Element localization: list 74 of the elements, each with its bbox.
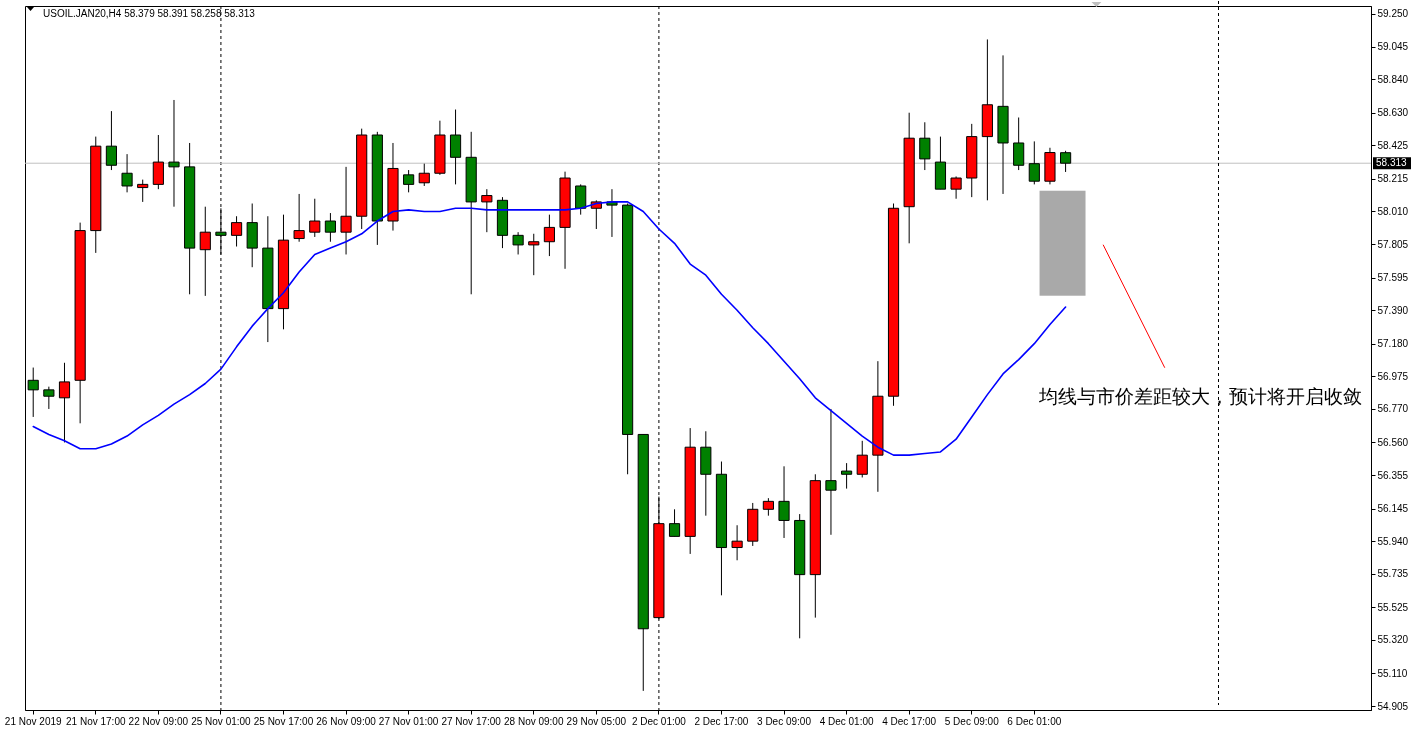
candlestick: [919, 121, 931, 171]
x-tick-label: 25 Nov 17:00: [253, 715, 314, 727]
chart-title: USOIL.JAN20,H4 58.379 58.391 58.258 58.313: [43, 7, 256, 19]
candlestick: [528, 233, 540, 276]
candlestick: [293, 193, 305, 243]
candlestick: [403, 169, 415, 193]
candlestick: [309, 198, 321, 238]
x-tick-label: 3 Dec 09:00: [757, 715, 812, 727]
candlestick: [778, 465, 790, 539]
x-tick-label: 27 Nov 01:00: [378, 715, 439, 727]
x-tick-label: 5 Dec 09:00: [944, 715, 1000, 727]
candlestick: [1060, 150, 1072, 173]
candlestick: [121, 153, 133, 193]
x-tick-label: 2 Dec 17:00: [694, 715, 749, 727]
y-tick-label: 58.630: [1377, 107, 1409, 119]
y-tick-label: 57.180: [1377, 338, 1409, 350]
x-tick-label: 4 Dec 01:00: [819, 715, 874, 727]
y-tick-label: 55.940: [1377, 535, 1409, 547]
y-tick-label: 59.045: [1377, 41, 1409, 53]
candlestick: [152, 134, 164, 190]
y-tick-label: 55.110: [1377, 667, 1408, 679]
candlestick: [43, 386, 55, 410]
y-tick-label: 57.390: [1377, 304, 1409, 316]
y-tick-label: 56.145: [1377, 503, 1409, 515]
candlestick: [512, 231, 524, 255]
y-tick-label: 57.805: [1377, 238, 1409, 250]
y-tick-label: 59.250: [1377, 8, 1409, 20]
candlestick: [575, 183, 587, 216]
candlestick: [324, 212, 336, 243]
y-tick-label: 56.355: [1377, 469, 1409, 481]
candlestick: [1028, 140, 1040, 185]
x-tick-label: 21 Nov 2019: [4, 715, 62, 727]
y-tick-label: 57.595: [1377, 272, 1409, 284]
y-tick-label: 58.215: [1377, 173, 1409, 185]
candlestick: [481, 188, 493, 233]
x-tick-label: 6 Dec 01:00: [1007, 715, 1062, 727]
candlestick: [1013, 116, 1025, 171]
y-tick-label: 55.320: [1377, 634, 1409, 646]
candlestick: [418, 163, 430, 187]
x-tick-label: 25 Nov 01:00: [191, 715, 252, 727]
y-tick-label: 56.770: [1377, 403, 1409, 415]
candlestick: [731, 524, 743, 561]
x-tick-label: 26 Nov 09:00: [316, 715, 377, 727]
candlestick: [856, 440, 868, 478]
candlestick: [668, 508, 681, 537]
y-tick-label: 56.560: [1377, 436, 1409, 448]
y-tick-label: 58.840: [1377, 73, 1409, 85]
y-tick-label: 58.010: [1377, 205, 1409, 217]
candlestick: [340, 166, 352, 255]
candlestick: [137, 179, 149, 203]
y-tick-label: 54.905: [1377, 700, 1409, 712]
candlestick: [168, 99, 180, 208]
x-tick-label: 21 Nov 17:00: [66, 715, 126, 727]
annotation: 均线与市价差距较大，预计将开启收敛: [1037, 384, 1362, 407]
candlestick: [841, 462, 853, 490]
x-tick-label: 4 Dec 17:00: [882, 715, 937, 727]
ref-line-label: 58.313: [1376, 157, 1408, 169]
candlestick: [105, 110, 118, 171]
y-tick-label: 55.735: [1377, 568, 1409, 580]
y-tick-label: 55.525: [1377, 601, 1409, 613]
x-tick-label: 29 Nov 05:00: [566, 715, 627, 727]
y-tick-label: 56.975: [1377, 370, 1409, 382]
candlestick: [58, 362, 71, 443]
y-tick-label: 58.425: [1377, 139, 1409, 151]
candlestick: [199, 206, 211, 297]
candlestick: [825, 408, 837, 536]
x-tick-label: 2 Dec 01:00: [631, 715, 687, 727]
x-tick-label: 27 Nov 17:00: [441, 715, 502, 727]
x-tick-label: 28 Nov 09:00: [504, 715, 564, 727]
x-tick-label: 22 Nov 09:00: [128, 715, 189, 727]
candlestick: [543, 214, 555, 257]
candlestick: [230, 215, 243, 248]
candlestick: [950, 175, 962, 200]
candlestick: [449, 109, 462, 185]
